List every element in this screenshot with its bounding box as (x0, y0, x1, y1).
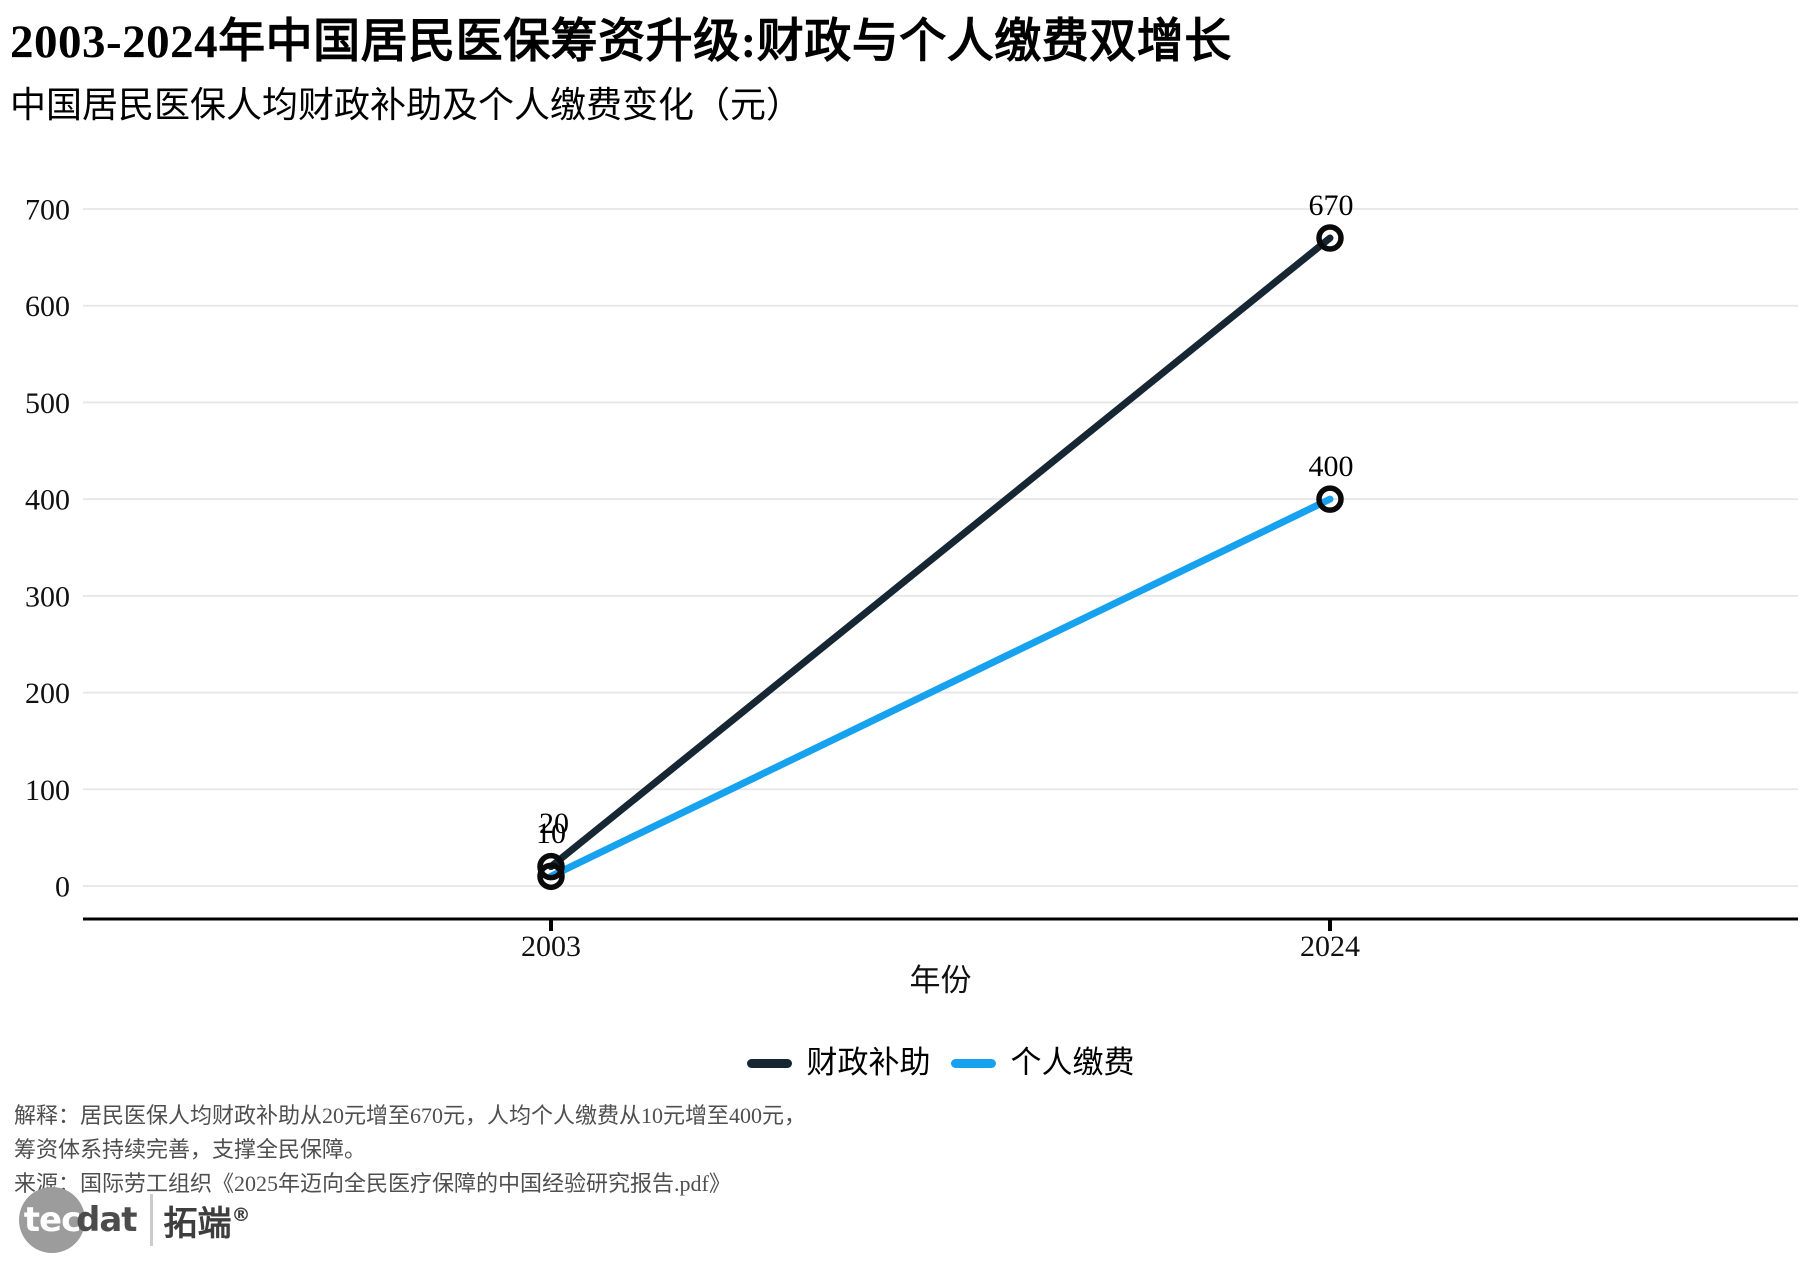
chart-subtitle: 中国居民医保人均财政补助及个人缴费变化（元） (10, 85, 803, 125)
y-tick-label-400: 400 (25, 484, 70, 517)
point-label-10: 10 (536, 817, 566, 850)
registered-mark: ® (231, 1203, 251, 1226)
legend-item-fiscal: 财政补助 (746, 1044, 931, 1082)
series-line-0 (547, 234, 1334, 871)
marker-series0-point-icon (1316, 224, 1344, 252)
series-line-1 (547, 495, 1334, 880)
y-tick-label-0: 0 (55, 871, 70, 904)
legend: 财政补助 个人缴费 (83, 1044, 1798, 1082)
footnote: 解释：居民医保人均财政补助从20元增至670元，人均个人缴费从10元增至400元… (14, 1099, 806, 1201)
y-tick-label-200: 200 (25, 677, 70, 710)
y-tick-label-100: 100 (25, 774, 70, 807)
logo-cn-text: 拓端 (163, 1203, 232, 1244)
footnote-explain-line1: 解释：居民医保人均财政补助从20元增至670元，人均个人缴费从10元增至400元… (14, 1103, 807, 1128)
logo-tec-text: tec (23, 1200, 81, 1240)
footnote-source-line: 来源：国际劳工组织《2025年迈向全民医疗保障的中国经验研究报告.pdf》 (14, 1171, 731, 1196)
y-tick-label-300: 300 (25, 580, 70, 613)
legend-item-personal: 个人缴费 (950, 1044, 1135, 1082)
y-tick-label-500: 500 (25, 387, 70, 420)
footnote-explain-line2: 筹资体系持续完善，支撑全民保障。 (14, 1137, 367, 1162)
point-label-20: 20 (539, 807, 569, 840)
x-axis-title: 年份 (910, 963, 972, 998)
logo-separator (149, 1194, 153, 1246)
legend-swatch-fiscal (746, 1058, 792, 1068)
point-label-400: 400 (1309, 450, 1354, 483)
legend-label-fiscal: 财政补助 (806, 1045, 931, 1080)
legend-label-personal: 个人缴费 (1010, 1045, 1135, 1080)
y-tick-label-700: 700 (25, 194, 70, 227)
legend-swatch-personal (950, 1058, 996, 1068)
y-tick-label-600: 600 (25, 290, 70, 323)
x-tick-label-2024: 2024 (1300, 930, 1360, 963)
marker-series1-point-icon (1316, 485, 1344, 513)
point-label-670: 670 (1309, 189, 1354, 222)
marker-series0-point-icon (537, 852, 565, 881)
plot-area: 0 100 200 300 400 500 600 700 2003 2024 年份 20 670 10 4… (25, 189, 1798, 998)
chart-title: 2003-2024年中国居民医保筹资升级:财政与个人缴费双增长 (10, 16, 1232, 68)
x-tick-label-2003: 2003 (521, 930, 581, 963)
tecdat-logo: tec dat 拓端® (19, 1187, 251, 1253)
marker-series1-point-icon (537, 862, 565, 891)
logo-dat-text: dat (76, 1200, 138, 1240)
tecdat-logo-circle-icon: tec (19, 1187, 85, 1253)
logo-chinese-name: 拓端® (164, 1196, 251, 1245)
